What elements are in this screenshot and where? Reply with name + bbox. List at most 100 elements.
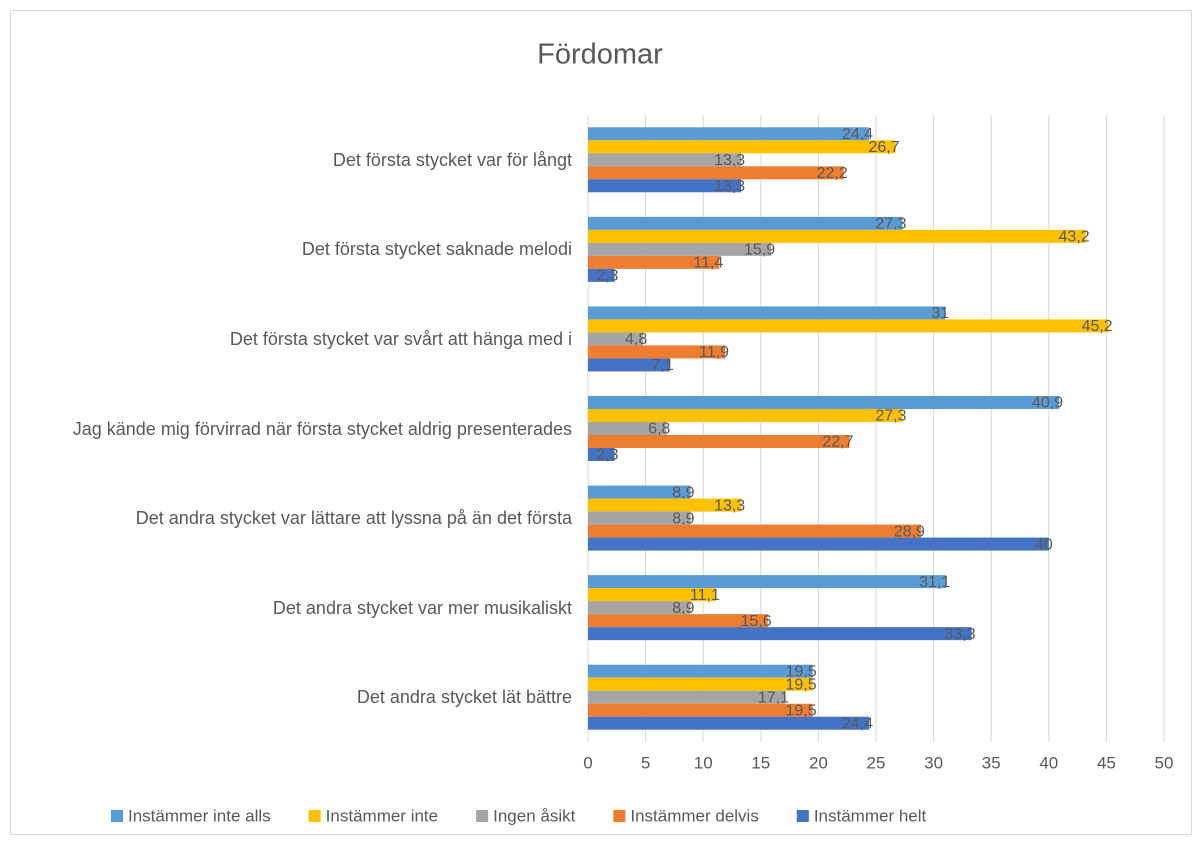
data-label: 2,3 (596, 447, 618, 464)
bar (588, 319, 1109, 333)
legend-label: Instämmer inte (326, 806, 438, 825)
bar (588, 255, 720, 269)
data-label: 6,8 (648, 421, 670, 438)
bar (588, 345, 726, 359)
bar (588, 614, 768, 628)
bar (588, 537, 1049, 551)
data-label: 19,5 (785, 676, 816, 693)
data-label: 28,9 (894, 523, 925, 540)
y-tick-label: Det andra stycket var mer musikaliskt (272, 597, 572, 618)
bar (588, 627, 972, 641)
bar (588, 435, 850, 448)
bar (588, 716, 870, 730)
bar (588, 306, 946, 320)
chart-title: Fördomar (537, 39, 663, 71)
bar (588, 498, 742, 512)
category-label-box: Jag kände mig förvirrad när första styck… (12, 417, 572, 441)
bar (588, 485, 691, 499)
legend-label: Instämmer delvis (630, 806, 758, 825)
legend-swatch (613, 810, 626, 822)
bar (588, 511, 691, 525)
x-tick-label: 0 (583, 753, 592, 772)
bar (588, 242, 772, 256)
data-label: 7,1 (652, 357, 674, 374)
y-tick-label: Det andra stycket lät bättre (356, 687, 572, 708)
legend-swatch (111, 810, 123, 822)
data-label: 27,3 (875, 408, 906, 425)
category-label-box: Det första stycket var för långt (12, 148, 572, 172)
data-label: 11,1 (690, 587, 720, 604)
x-tick-label: 5 (641, 753, 650, 772)
category-label-box: Det andra stycket lät bättre (12, 685, 572, 709)
data-label: 4,8 (625, 331, 647, 348)
data-label: 43,2 (1059, 229, 1090, 246)
data-label: 45,2 (1082, 318, 1113, 335)
category-label-box: Det andra stycket var lättare att lyssna… (12, 506, 572, 530)
data-label: 19,5 (785, 702, 816, 719)
bar (588, 179, 742, 193)
data-label: 8,9 (672, 600, 694, 617)
x-tick-label: 30 (924, 753, 943, 772)
x-tick-label: 35 (982, 753, 1001, 772)
bar (588, 127, 870, 141)
data-label: 15,9 (744, 242, 775, 259)
bar (588, 358, 670, 372)
bar (588, 601, 691, 615)
bar (588, 153, 742, 167)
bar (588, 409, 903, 422)
data-label: 33,3 (944, 626, 975, 643)
data-label: 15,6 (741, 613, 772, 630)
data-label: 24,4 (842, 126, 873, 143)
x-tick-label: 25 (867, 753, 886, 772)
x-tick-label: 50 (1155, 753, 1174, 772)
data-label: 8,9 (672, 484, 694, 501)
data-label: 31,1 (919, 574, 950, 591)
data-label: 13,3 (714, 152, 745, 169)
data-label: 13,3 (714, 497, 745, 514)
bar (588, 268, 615, 282)
bar (588, 140, 896, 154)
data-label: 2,3 (596, 268, 618, 285)
bar (588, 332, 644, 346)
bar (588, 448, 615, 461)
legend-swatch (476, 810, 489, 822)
data-label: 24,4 (842, 715, 873, 732)
bar (588, 216, 903, 230)
data-label: 22,7 (822, 434, 853, 451)
data-label: 11,9 (699, 344, 729, 361)
legend-swatch (308, 810, 321, 822)
bar (588, 524, 921, 538)
x-tick-label: 10 (694, 753, 713, 772)
x-tick-label: 45 (1097, 753, 1116, 772)
legend-swatch (796, 810, 809, 822)
x-tick-label: 15 (751, 753, 770, 772)
y-tick-label: Jag kände mig förvirrad när första styck… (72, 418, 572, 439)
data-label: 40 (1035, 536, 1053, 553)
data-label: 19,5 (785, 663, 816, 680)
data-label: 17,1 (758, 689, 789, 706)
y-tick-label: Det andra stycket var lättare att lyssna… (135, 508, 572, 529)
bar (588, 703, 813, 717)
bar (588, 166, 844, 180)
bar (588, 229, 1086, 243)
bar (588, 575, 947, 589)
bar (588, 422, 667, 435)
data-label: 13,3 (714, 178, 745, 195)
legend-label: Instämmer helt (814, 806, 927, 825)
data-label: 8,9 (672, 510, 694, 527)
y-tick-label: Det första stycket var för långt (332, 149, 572, 170)
bar (588, 690, 785, 704)
bar (588, 664, 813, 678)
legend-label: Instämmer inte alls (128, 806, 271, 825)
data-label: 26,7 (868, 139, 899, 156)
data-label: 27,3 (875, 216, 906, 233)
category-label-box: Det andra stycket var mer musikaliskt (12, 596, 572, 620)
category-label-box: Det första stycket saknade melodi (12, 237, 572, 261)
bar (588, 677, 813, 691)
x-tick-label: 20 (809, 753, 828, 772)
y-tick-label: Det första stycket var svårt att hänga m… (229, 328, 572, 349)
x-tick-label: 40 (1039, 753, 1058, 772)
data-label: 31 (931, 305, 949, 322)
